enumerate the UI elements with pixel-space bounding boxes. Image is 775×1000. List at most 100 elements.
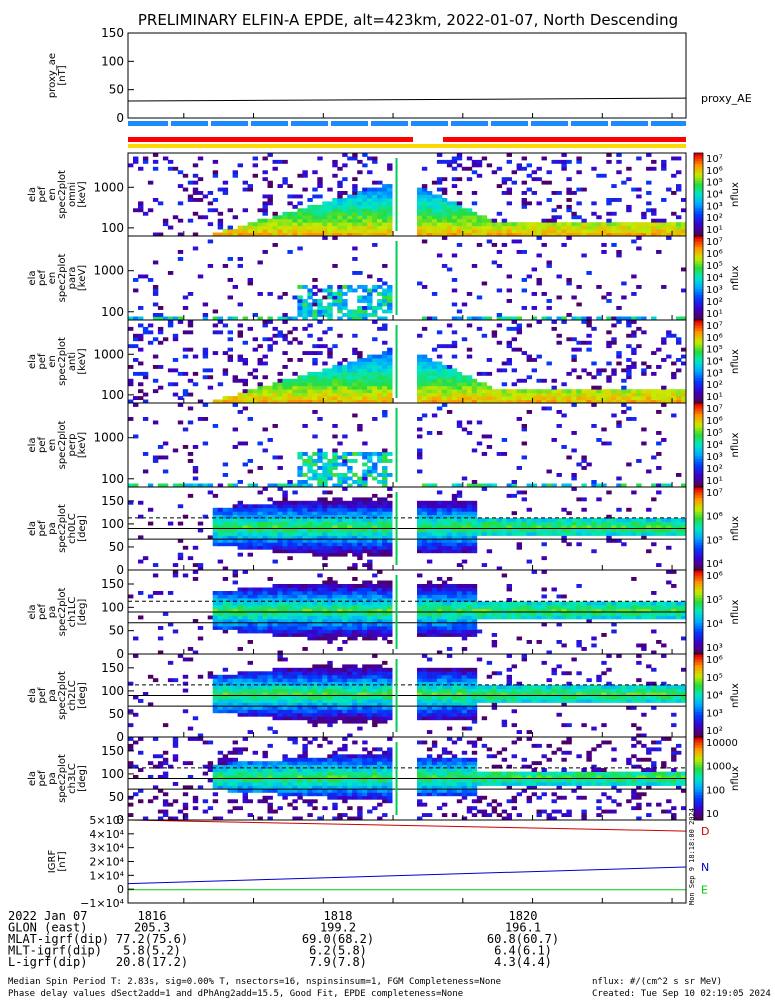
spectrogram-cell [347, 389, 353, 394]
spectrogram-cell [526, 187, 532, 192]
spectrogram-cell [417, 542, 423, 547]
spectrogram-cell [616, 532, 622, 536]
spectrogram-cell [317, 542, 323, 547]
spectrogram-cell [207, 239, 214, 244]
spectrogram-cell [362, 476, 368, 481]
spectrogram-cell [626, 368, 632, 373]
spectrogram-cell [347, 211, 353, 216]
spectrogram-cell [312, 358, 318, 362]
spectrogram-cell [476, 159, 483, 164]
y-axis-label: [deg] [77, 599, 88, 626]
spectrogram-cell [436, 608, 443, 613]
spectrogram-cell [436, 229, 443, 233]
spectrogram-cell [546, 601, 552, 606]
spectrogram-cell [377, 218, 383, 223]
spectrogram-cell [262, 535, 268, 540]
spectrogram-cell [247, 528, 253, 533]
spectrogram-cell [636, 525, 642, 529]
spectrogram-cell [566, 483, 572, 488]
spectrogram-cell [297, 480, 303, 484]
spectrogram-cell [297, 211, 303, 216]
spectrogram-cell [357, 218, 363, 223]
spectrogram-cell [247, 622, 253, 627]
spectrogram-cell [611, 323, 617, 328]
spectrogram-cell [212, 170, 219, 175]
spectrogram-cell [362, 608, 368, 613]
spectrogram-cell [187, 420, 194, 425]
spectrogram-cell [307, 399, 313, 404]
spectrogram-cell [307, 511, 313, 516]
spectrogram-cell [232, 518, 238, 522]
spectrogram-cell [302, 313, 308, 317]
spectrogram-cell [626, 204, 632, 209]
spectrogram-cell [282, 385, 288, 390]
spectrogram-cell [212, 493, 219, 498]
spectrogram-cell [656, 466, 662, 470]
spectrogram-cell [337, 166, 343, 171]
spectrogram-cell [626, 396, 632, 400]
spectrogram-cell [646, 521, 652, 526]
spectrogram-cell [561, 507, 567, 512]
spectrogram-cell [461, 166, 468, 171]
spectrogram-cell [666, 612, 672, 616]
spectrogram-cell [446, 365, 453, 369]
spectrogram-cell [322, 385, 328, 390]
spectrogram-cell [182, 483, 189, 488]
spectrogram-cell [162, 156, 169, 161]
spectrogram-cell [267, 198, 273, 202]
spectrogram-cell [421, 187, 428, 192]
spectrogram-cell [272, 211, 278, 216]
spectrogram-cell [307, 532, 313, 536]
spectrogram-cell [541, 528, 547, 533]
spectrogram-cell [461, 302, 468, 307]
spectrogram-cell [337, 368, 343, 373]
spectrogram-cell [431, 180, 438, 185]
spectrogram-cell [661, 225, 667, 230]
spectrogram-cell [327, 545, 333, 550]
spectrogram-cell [616, 351, 622, 355]
spectrogram-cell [681, 288, 687, 293]
colorbar-step [694, 547, 703, 552]
spectrogram-cell [292, 622, 298, 627]
spectrogram-cell [302, 626, 308, 630]
spectrogram-cell [272, 619, 278, 623]
spectrogram-cell [352, 629, 358, 634]
spectrogram-cell [307, 483, 313, 488]
spectrogram-cell [671, 225, 677, 230]
spectrogram-cell [242, 528, 248, 533]
spectrogram-cell [362, 619, 368, 623]
spectrogram-cell [267, 222, 273, 227]
spectrogram-cell [441, 232, 448, 237]
spectrogram-cell [372, 229, 378, 233]
spectrogram-cell [536, 396, 542, 400]
spectrogram-cell [352, 612, 358, 616]
spectrogram-cell [387, 598, 393, 602]
spectrogram-cell [372, 365, 378, 369]
spectrogram-cell [516, 347, 522, 352]
spectrogram-cell [357, 622, 363, 627]
colorbar-step [694, 450, 703, 454]
spectrogram-cell [496, 521, 503, 526]
spectrogram-cell [282, 180, 288, 185]
spectrogram-cell [651, 371, 657, 376]
spectrogram-cell [292, 545, 298, 550]
spectrogram-cell [421, 413, 428, 418]
spectrogram-cell [431, 500, 438, 505]
spectrogram-cell [312, 459, 318, 463]
spectrogram-cell [192, 476, 199, 481]
spectrogram-cell [267, 598, 273, 602]
spectrogram-cell [287, 201, 293, 206]
spectrogram-cell [461, 629, 468, 634]
spectrogram-cell [621, 229, 627, 233]
spectrogram-cell [576, 532, 582, 536]
spectrogram-cell [382, 636, 388, 641]
spectrogram-cell [367, 549, 373, 554]
spectrogram-cell [307, 232, 313, 237]
spectrogram-cell [451, 615, 458, 620]
spectrogram-cell [621, 615, 627, 620]
spectrogram-cell [197, 399, 204, 404]
bar-gap [528, 121, 531, 126]
spectrogram-cell [636, 483, 642, 488]
spectrogram-cell [571, 368, 577, 373]
spectrogram-cell [476, 528, 483, 533]
